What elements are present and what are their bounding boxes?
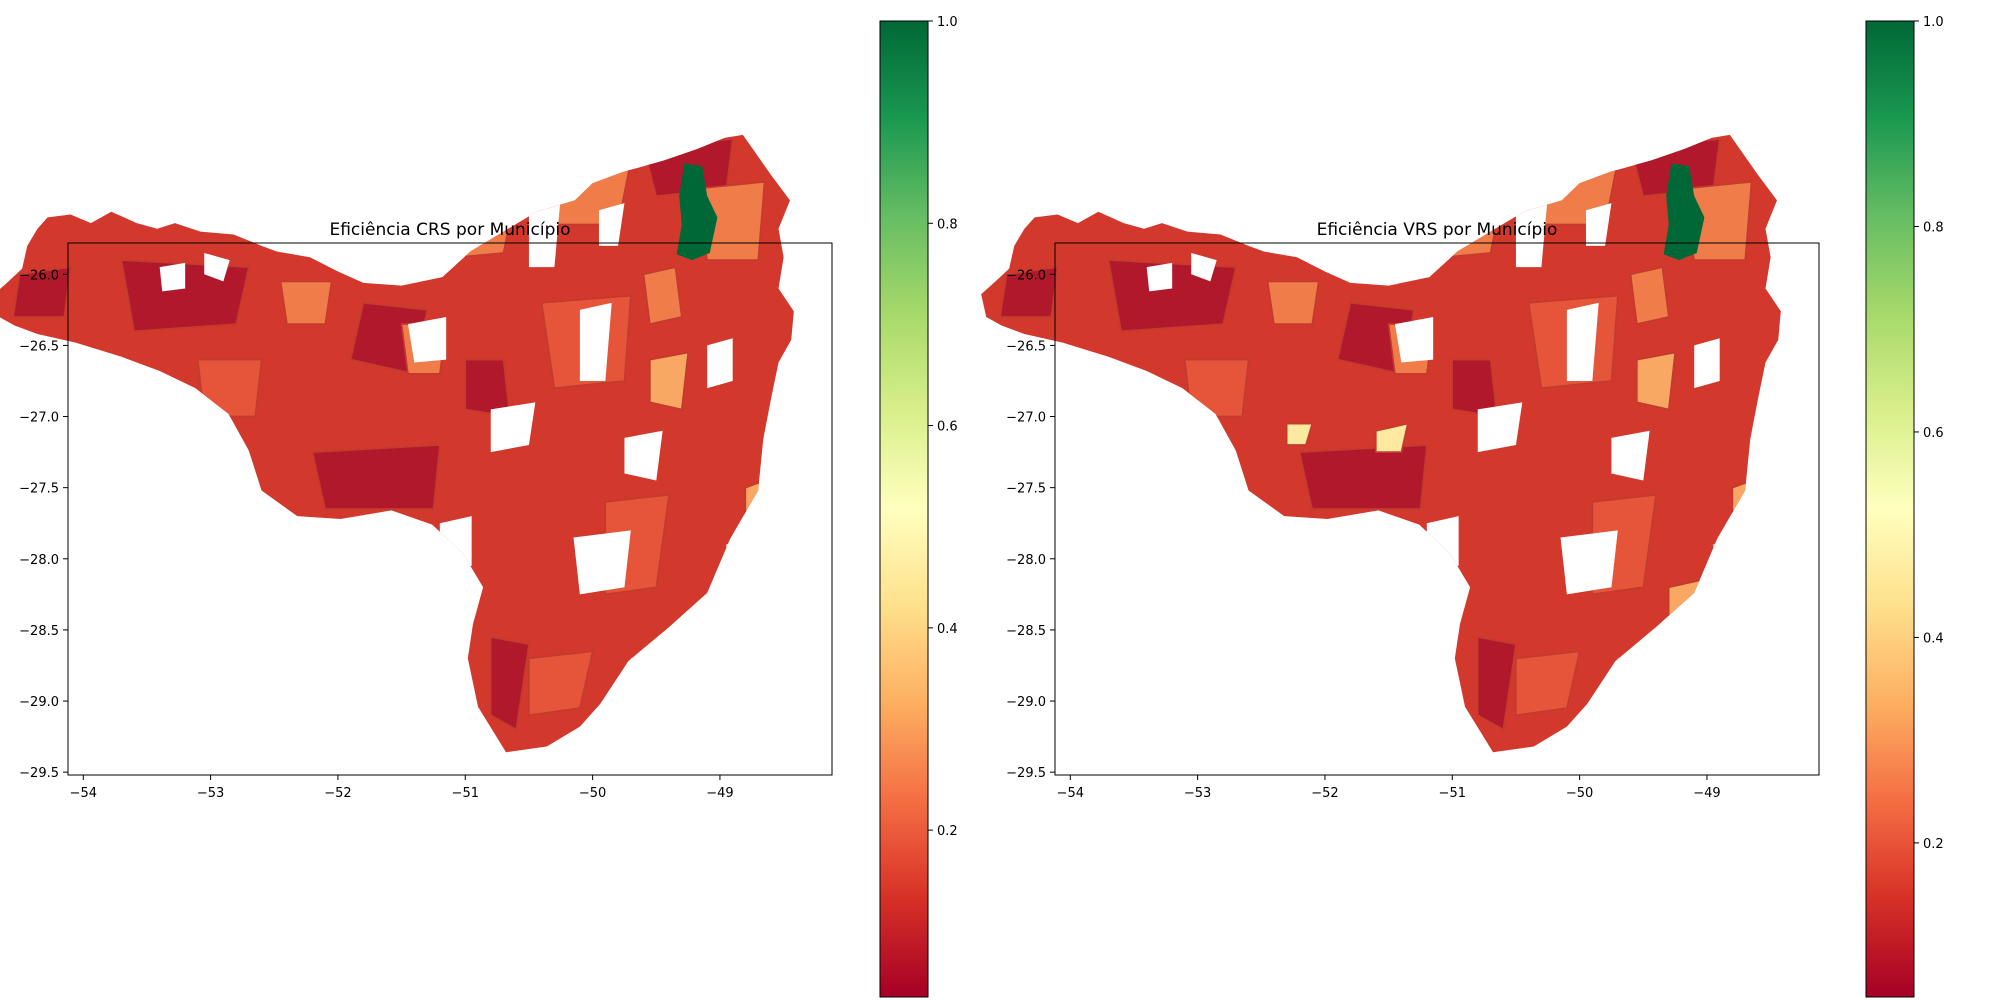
municipality-patch [1476,636,1517,731]
map-gap [1560,530,1618,595]
x-tick-label: −52 [1311,786,1338,801]
map-gap [204,252,230,282]
y-tick-label: −26.5 [19,339,59,354]
municipality-max-efficiency [676,163,718,261]
y-tick-label: −29.5 [19,766,59,781]
colorbar [879,20,929,998]
map-gap [1585,203,1612,246]
y-tick-label: −28.0 [19,553,59,568]
y-tick-label: −29.0 [19,695,59,710]
x-tick-label: −50 [1566,786,1593,801]
municipality-patch [1266,280,1320,325]
x-tick-label: −53 [197,786,224,801]
y-tick-label: −27.5 [1006,482,1046,497]
axes-frame [67,242,833,776]
y-tick-label: −26.0 [19,268,59,283]
panel-vrs: Eficiência VRS por Município −54 −53 −52 −51… [981,15,1944,998]
map-gap [1713,537,1733,588]
colorbar-tick-label: 0.6 [1923,426,1944,441]
municipality-patch [1107,259,1237,333]
colorbar-tick-label: 0.6 [937,420,958,435]
panel-title: Eficiência VRS por Município [1317,220,1558,240]
map-gap [490,402,536,453]
y-tick-label: −29.0 [1006,695,1046,710]
map-vrs [981,134,1781,753]
x-tick-label: −51 [1439,786,1466,801]
map-gap [1694,338,1720,389]
municipality-patch [744,479,766,525]
y-tick-label: −27.0 [19,411,59,426]
map-gap [1611,430,1650,481]
panel-title: Eficiência CRS por Município [329,220,570,240]
y-tick-label: −28.5 [1006,624,1046,639]
map-gap [624,430,663,481]
colorbar-tick-label: 0.2 [1923,837,1944,852]
municipality-patch [649,351,689,411]
y-tick-label: −29.5 [1006,766,1046,781]
municipality-patch [197,358,263,418]
municipality-patch [311,444,441,510]
municipality-patch [1629,266,1670,326]
map-gap [1394,316,1434,363]
map-gap [579,302,612,381]
x-tick-label: −54 [70,786,97,801]
x-tick-label: −51 [452,786,479,801]
map-gap [1515,196,1548,268]
map-gap [159,262,186,292]
map-gap [1566,302,1599,381]
municipality-patch [1375,422,1409,453]
axes-frame [1054,242,1820,776]
municipality-patch [1285,422,1314,446]
municipality-patch [999,266,1059,318]
colorbar-tick-label: 1.0 [1923,15,1944,30]
x-tick-label: −54 [1057,786,1084,801]
colorbar [1865,20,1915,998]
municipality-patch [528,650,594,717]
municipality-patch [1515,650,1581,717]
map-gap [439,516,472,566]
y-tick-label: −26.0 [1006,268,1046,283]
municipality-patch [489,636,530,731]
map-gap [1191,252,1217,282]
municipality-patch [12,266,72,318]
map-gap [573,530,631,595]
map-gap [528,196,561,268]
municipality-patch [1636,351,1676,411]
municipality-patch [1184,358,1250,418]
map-gap [707,338,733,389]
y-tick-label: −28.0 [1006,553,1046,568]
colorbar-tick-label: 0.8 [937,217,958,232]
panel-crs: Eficiência CRS por Município −54 −53 −52 −51… [0,15,958,998]
x-tick-label: −50 [579,786,606,801]
municipality-patch [642,266,683,326]
municipality-patch [279,280,333,325]
y-tick-label: −27.5 [19,482,59,497]
x-tick-label: −52 [324,786,351,801]
x-tick-label: −53 [1184,786,1211,801]
map-gap [407,316,447,363]
colorbar-tick-label: 0.8 [1923,220,1944,235]
colorbar-tick-label: 0.2 [937,824,958,839]
y-tick-label: −28.5 [19,624,59,639]
map-gap [726,537,746,588]
x-tick-label: −49 [706,786,733,801]
y-tick-label: −26.5 [1006,339,1046,354]
map-gap [1426,516,1459,566]
map-gap [598,203,625,246]
colorbar-tick-label: 0.4 [937,622,958,637]
colorbar-tick-label: 0.4 [1923,631,1944,646]
municipality-patch [1667,579,1702,624]
municipality-patch [1731,479,1753,525]
municipality-patch [1298,444,1428,510]
map-gap [1146,262,1173,292]
municipality-max-efficiency [1663,163,1705,261]
colorbar-tick-label: 1.0 [937,15,958,30]
y-tick-label: −27.0 [1006,411,1046,426]
map-gap [1477,402,1523,453]
x-tick-label: −49 [1693,786,1720,801]
